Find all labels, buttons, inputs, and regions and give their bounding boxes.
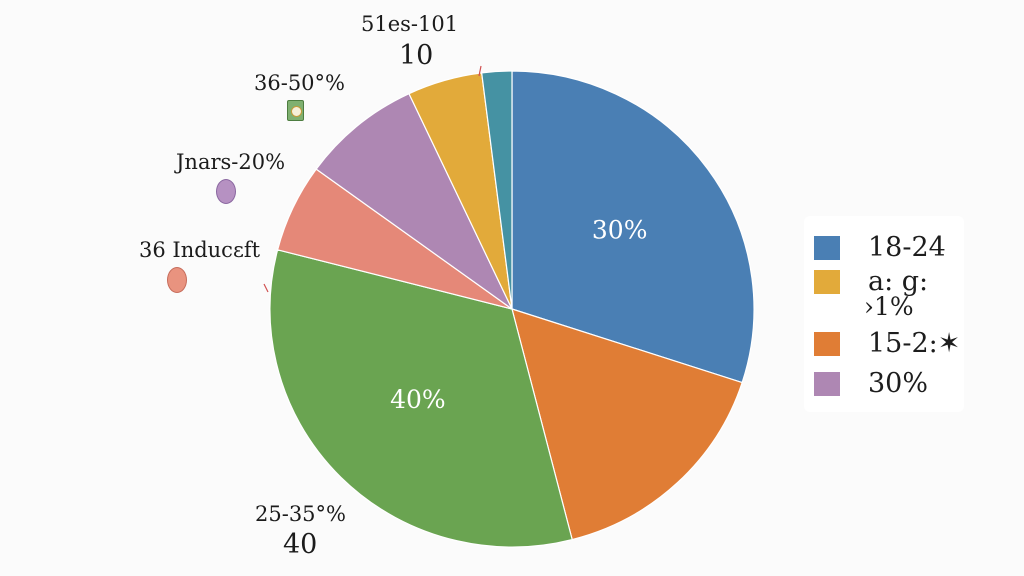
annotation-salmon: 36 Inducɛft bbox=[139, 238, 261, 262]
leader-line-top bbox=[478, 65, 482, 77]
legend-label-purple: 30% bbox=[868, 368, 929, 399]
data-label-blue: 30% bbox=[592, 216, 648, 245]
annotation-purple-marker bbox=[216, 179, 236, 204]
pie-slices bbox=[269, 70, 755, 548]
annotation-top-line1: 51es-101 bbox=[361, 12, 459, 36]
pie-slice-orange bbox=[511, 308, 743, 541]
pie-slice-blue bbox=[511, 70, 755, 384]
pie-slice-teal bbox=[481, 70, 513, 310]
legend-label-orange: 15-2:✶ bbox=[868, 328, 961, 359]
annotation-green-line1: 25-35°% bbox=[255, 502, 346, 526]
annotation-yellow: 36-50°% bbox=[254, 71, 345, 95]
chart-legend: 18-24 a: g: ›1% 15-2:✶ 30% bbox=[804, 216, 964, 412]
pie-data-labels: 30% 40% bbox=[390, 216, 647, 415]
legend-swatch-yellow bbox=[814, 270, 840, 294]
pie-slice-purple bbox=[315, 93, 513, 310]
annotation-salmon-marker bbox=[167, 267, 187, 293]
legend-label-blue: 18-24 bbox=[868, 232, 946, 263]
legend-swatch-blue bbox=[814, 236, 840, 260]
leader-line-salmon bbox=[263, 283, 269, 293]
pie-slice-green bbox=[269, 249, 573, 548]
data-label-green: 40% bbox=[390, 385, 446, 414]
annotation-top-line2: 10 bbox=[399, 40, 434, 71]
legend-swatch-purple bbox=[814, 372, 840, 396]
annotation-purple: Jnars-20% bbox=[176, 150, 286, 174]
leader-lines bbox=[263, 65, 482, 293]
legend-sublabel-yellow: ›1% bbox=[864, 292, 914, 321]
legend-label-yellow: a: g: bbox=[868, 266, 929, 297]
legend-swatch-orange bbox=[814, 332, 840, 356]
annotation-green-line2: 40 bbox=[283, 529, 318, 560]
annotation-yellow-marker bbox=[287, 100, 304, 121]
